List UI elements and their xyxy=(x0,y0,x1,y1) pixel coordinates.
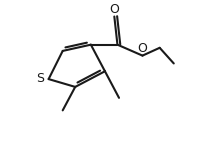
Text: O: O xyxy=(109,3,119,15)
Text: S: S xyxy=(36,72,44,85)
Text: O: O xyxy=(138,42,147,55)
